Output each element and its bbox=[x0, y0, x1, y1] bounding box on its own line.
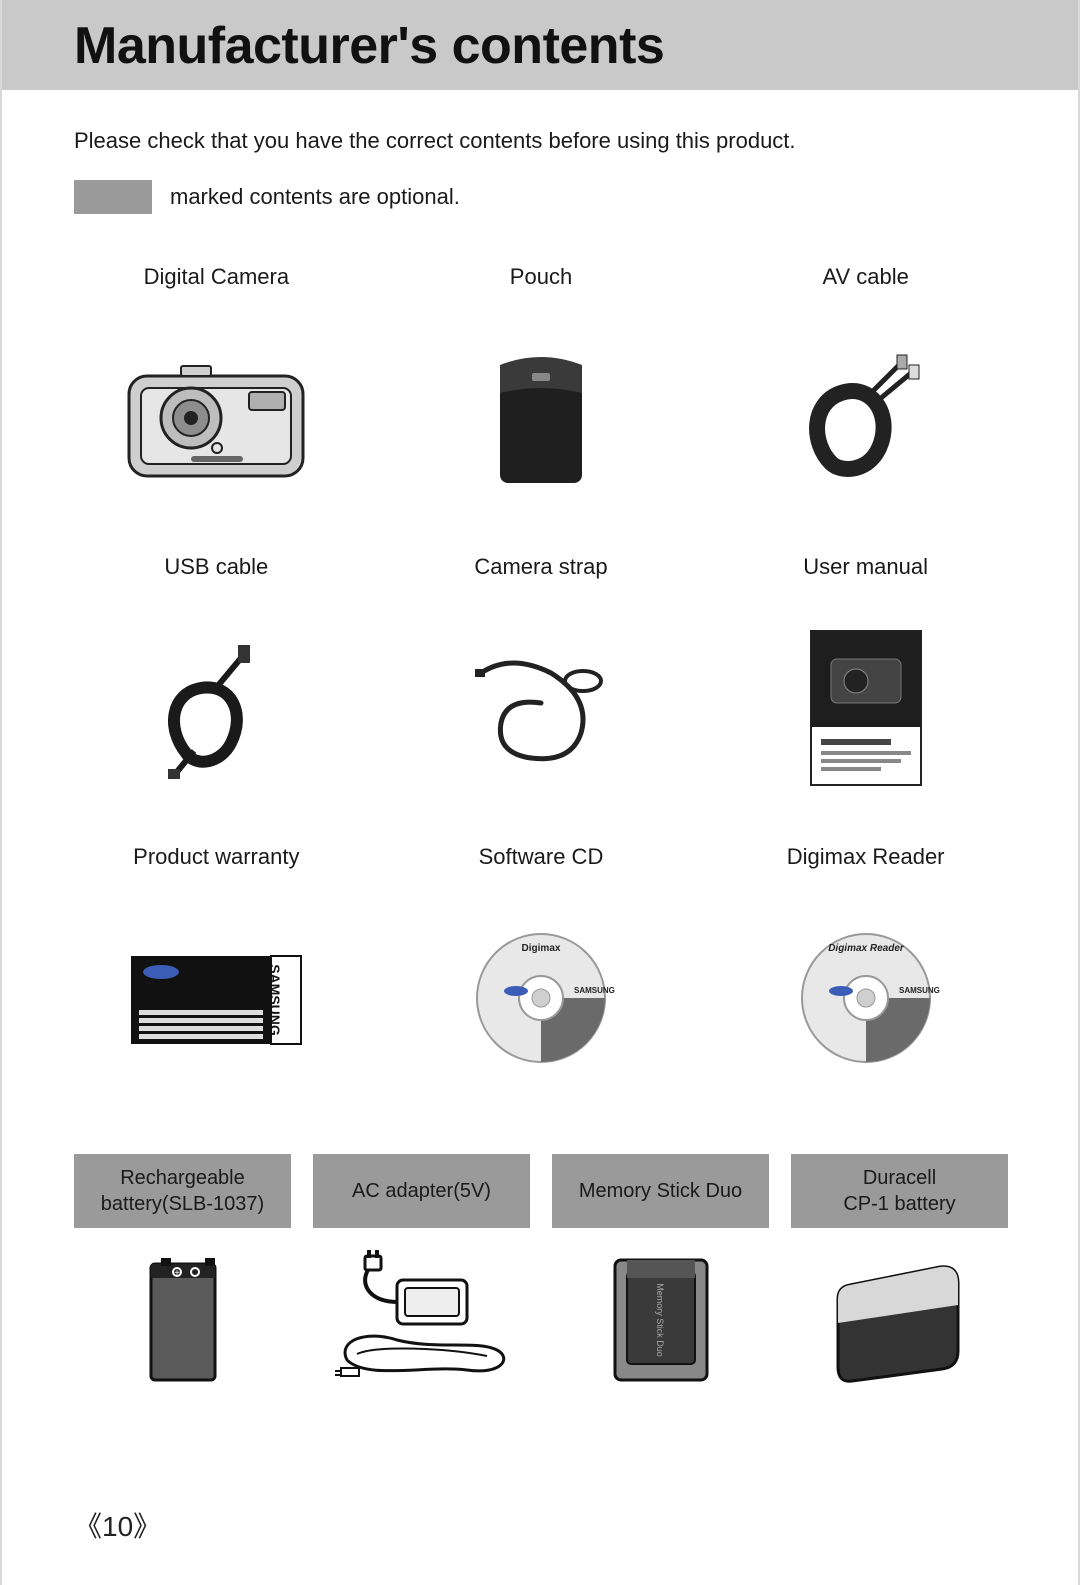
strap-icon bbox=[399, 602, 684, 814]
battery-icon: + bbox=[74, 1250, 291, 1390]
included-grid: Digital Camera Pouch bbox=[74, 264, 1008, 1104]
content: Please check that you have the correct c… bbox=[2, 90, 1078, 1390]
cd2-icon: Digimax Reader SAMSUNG bbox=[723, 892, 1008, 1104]
item-label: Software CD bbox=[479, 844, 604, 870]
svg-text:Memory Stick Duo: Memory Stick Duo bbox=[655, 1283, 665, 1357]
opt-label: Memory Stick Duo bbox=[552, 1154, 769, 1228]
opt-label: AC adapter(5V) bbox=[313, 1154, 530, 1228]
opt-rechargeable-battery: Rechargeable battery(SLB-1037) + bbox=[74, 1154, 291, 1390]
page-number: 《10》 bbox=[74, 1505, 161, 1545]
svg-text:SAMSUNG: SAMSUNG bbox=[574, 986, 615, 995]
svg-text:Digimax: Digimax bbox=[522, 943, 561, 954]
item-camera-strap: Camera strap bbox=[399, 554, 684, 814]
optional-swatch bbox=[74, 180, 152, 214]
usb-cable-icon bbox=[74, 602, 359, 814]
page: Manufacturer's contents Please check tha… bbox=[0, 0, 1080, 1585]
item-product-warranty: Product warranty SAMSUNG bbox=[74, 844, 359, 1104]
item-usb-cable: USB cable bbox=[74, 554, 359, 814]
optional-legend: marked contents are optional. bbox=[74, 180, 1008, 214]
cp1-icon bbox=[791, 1250, 1008, 1390]
header-outer: Manufacturer's contents bbox=[2, 0, 1078, 90]
svg-text:SAMSUNG: SAMSUNG bbox=[899, 986, 940, 995]
item-digimax-reader: Digimax Reader Digimax Reader SAMSUNG bbox=[723, 844, 1008, 1104]
item-label: AV cable bbox=[822, 264, 908, 290]
item-user-manual: User manual bbox=[723, 554, 1008, 814]
camera-icon bbox=[74, 312, 359, 524]
page-header: Manufacturer's contents bbox=[2, 4, 1078, 90]
svg-text:+: + bbox=[174, 1268, 180, 1279]
item-pouch: Pouch bbox=[399, 264, 684, 524]
item-software-cd: Software CD Digimax SAMSUNG bbox=[399, 844, 684, 1104]
item-digital-camera: Digital Camera bbox=[74, 264, 359, 524]
item-label: USB cable bbox=[164, 554, 268, 580]
pouch-icon bbox=[399, 312, 684, 524]
page-title: Manufacturer's contents bbox=[74, 16, 1078, 76]
av-cable-icon bbox=[723, 312, 1008, 524]
item-av-cable: AV cable bbox=[723, 264, 1008, 524]
manual-icon bbox=[723, 602, 1008, 814]
opt-label: Rechargeable battery(SLB-1037) bbox=[74, 1154, 291, 1228]
memory-stick-icon: Memory Stick Duo bbox=[552, 1250, 769, 1390]
page-number-value: 10 bbox=[102, 1511, 133, 1542]
svg-text:SAMSUNG: SAMSUNG bbox=[267, 964, 283, 1036]
warranty-icon: SAMSUNG bbox=[74, 892, 359, 1104]
item-label: Digital Camera bbox=[144, 264, 290, 290]
opt-ac-adapter: AC adapter(5V) bbox=[313, 1154, 530, 1390]
item-label: User manual bbox=[803, 554, 928, 580]
intro-text: Please check that you have the correct c… bbox=[74, 128, 1008, 154]
optional-grid: Rechargeable battery(SLB-1037) + AC adap… bbox=[74, 1154, 1008, 1390]
item-label: Pouch bbox=[510, 264, 572, 290]
opt-memory-stick: Memory Stick Duo Memory Stick Duo bbox=[552, 1154, 769, 1390]
item-label: Camera strap bbox=[474, 554, 607, 580]
item-label: Digimax Reader bbox=[787, 844, 945, 870]
ac-adapter-icon bbox=[313, 1250, 530, 1390]
item-label: Product warranty bbox=[133, 844, 299, 870]
opt-label: Duracell CP-1 battery bbox=[791, 1154, 1008, 1228]
cd-icon: Digimax SAMSUNG bbox=[399, 892, 684, 1104]
optional-note: marked contents are optional. bbox=[170, 184, 460, 210]
svg-text:Digimax Reader: Digimax Reader bbox=[828, 943, 905, 954]
opt-duracell-cp1: Duracell CP-1 battery bbox=[791, 1154, 1008, 1390]
